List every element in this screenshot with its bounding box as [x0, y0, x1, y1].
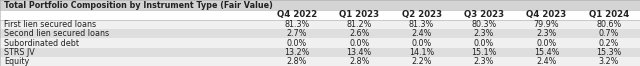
Text: Q4 2022: Q4 2022 — [276, 10, 317, 19]
Text: 15.3%: 15.3% — [596, 48, 621, 57]
Text: 0.7%: 0.7% — [598, 29, 619, 38]
Text: 0.0%: 0.0% — [536, 38, 557, 48]
Text: 79.9%: 79.9% — [534, 20, 559, 29]
Text: 80.6%: 80.6% — [596, 20, 621, 29]
Text: 2.3%: 2.3% — [474, 57, 494, 66]
Text: 2.7%: 2.7% — [287, 29, 307, 38]
Bar — [0, 10, 640, 20]
Text: 0.0%: 0.0% — [287, 38, 307, 48]
Bar — [0, 20, 640, 29]
Text: Second lien secured loans: Second lien secured loans — [4, 29, 109, 38]
Bar — [0, 57, 640, 66]
Text: 0.2%: 0.2% — [598, 38, 619, 48]
Text: Q2 2023: Q2 2023 — [401, 10, 442, 19]
Bar — [0, 29, 640, 38]
Text: STRS JV: STRS JV — [4, 48, 35, 57]
Text: 2.4%: 2.4% — [412, 29, 432, 38]
Text: Q3 2023: Q3 2023 — [464, 10, 504, 19]
Text: 2.8%: 2.8% — [287, 57, 307, 66]
Text: 0.0%: 0.0% — [412, 38, 432, 48]
Text: First lien secured loans: First lien secured loans — [4, 20, 96, 29]
Text: 13.2%: 13.2% — [284, 48, 310, 57]
Text: Equity: Equity — [4, 57, 29, 66]
Text: Q4 2023: Q4 2023 — [526, 10, 566, 19]
Text: 15.1%: 15.1% — [471, 48, 497, 57]
Text: 2.2%: 2.2% — [412, 57, 432, 66]
Text: 13.4%: 13.4% — [347, 48, 372, 57]
Bar — [0, 0, 640, 10]
Text: Q1 2024: Q1 2024 — [589, 10, 629, 19]
Text: 81.3%: 81.3% — [284, 20, 309, 29]
Text: 15.4%: 15.4% — [534, 48, 559, 57]
Text: 3.2%: 3.2% — [598, 57, 619, 66]
Text: 2.6%: 2.6% — [349, 29, 369, 38]
Text: 81.3%: 81.3% — [409, 20, 434, 29]
Text: 81.2%: 81.2% — [346, 20, 372, 29]
Text: 80.3%: 80.3% — [472, 20, 497, 29]
Text: 2.3%: 2.3% — [474, 29, 494, 38]
Text: 14.1%: 14.1% — [409, 48, 434, 57]
Text: Q1 2023: Q1 2023 — [339, 10, 380, 19]
Text: 2.3%: 2.3% — [536, 29, 557, 38]
Text: 0.0%: 0.0% — [349, 38, 369, 48]
Text: Subordinated debt: Subordinated debt — [4, 38, 79, 48]
Text: 2.4%: 2.4% — [536, 57, 557, 66]
Text: 0.0%: 0.0% — [474, 38, 494, 48]
Text: Total Portfolio Composition by Instrument Type (Fair Value): Total Portfolio Composition by Instrumen… — [4, 1, 273, 10]
Text: 2.8%: 2.8% — [349, 57, 369, 66]
Bar — [0, 38, 640, 48]
Bar — [0, 48, 640, 57]
